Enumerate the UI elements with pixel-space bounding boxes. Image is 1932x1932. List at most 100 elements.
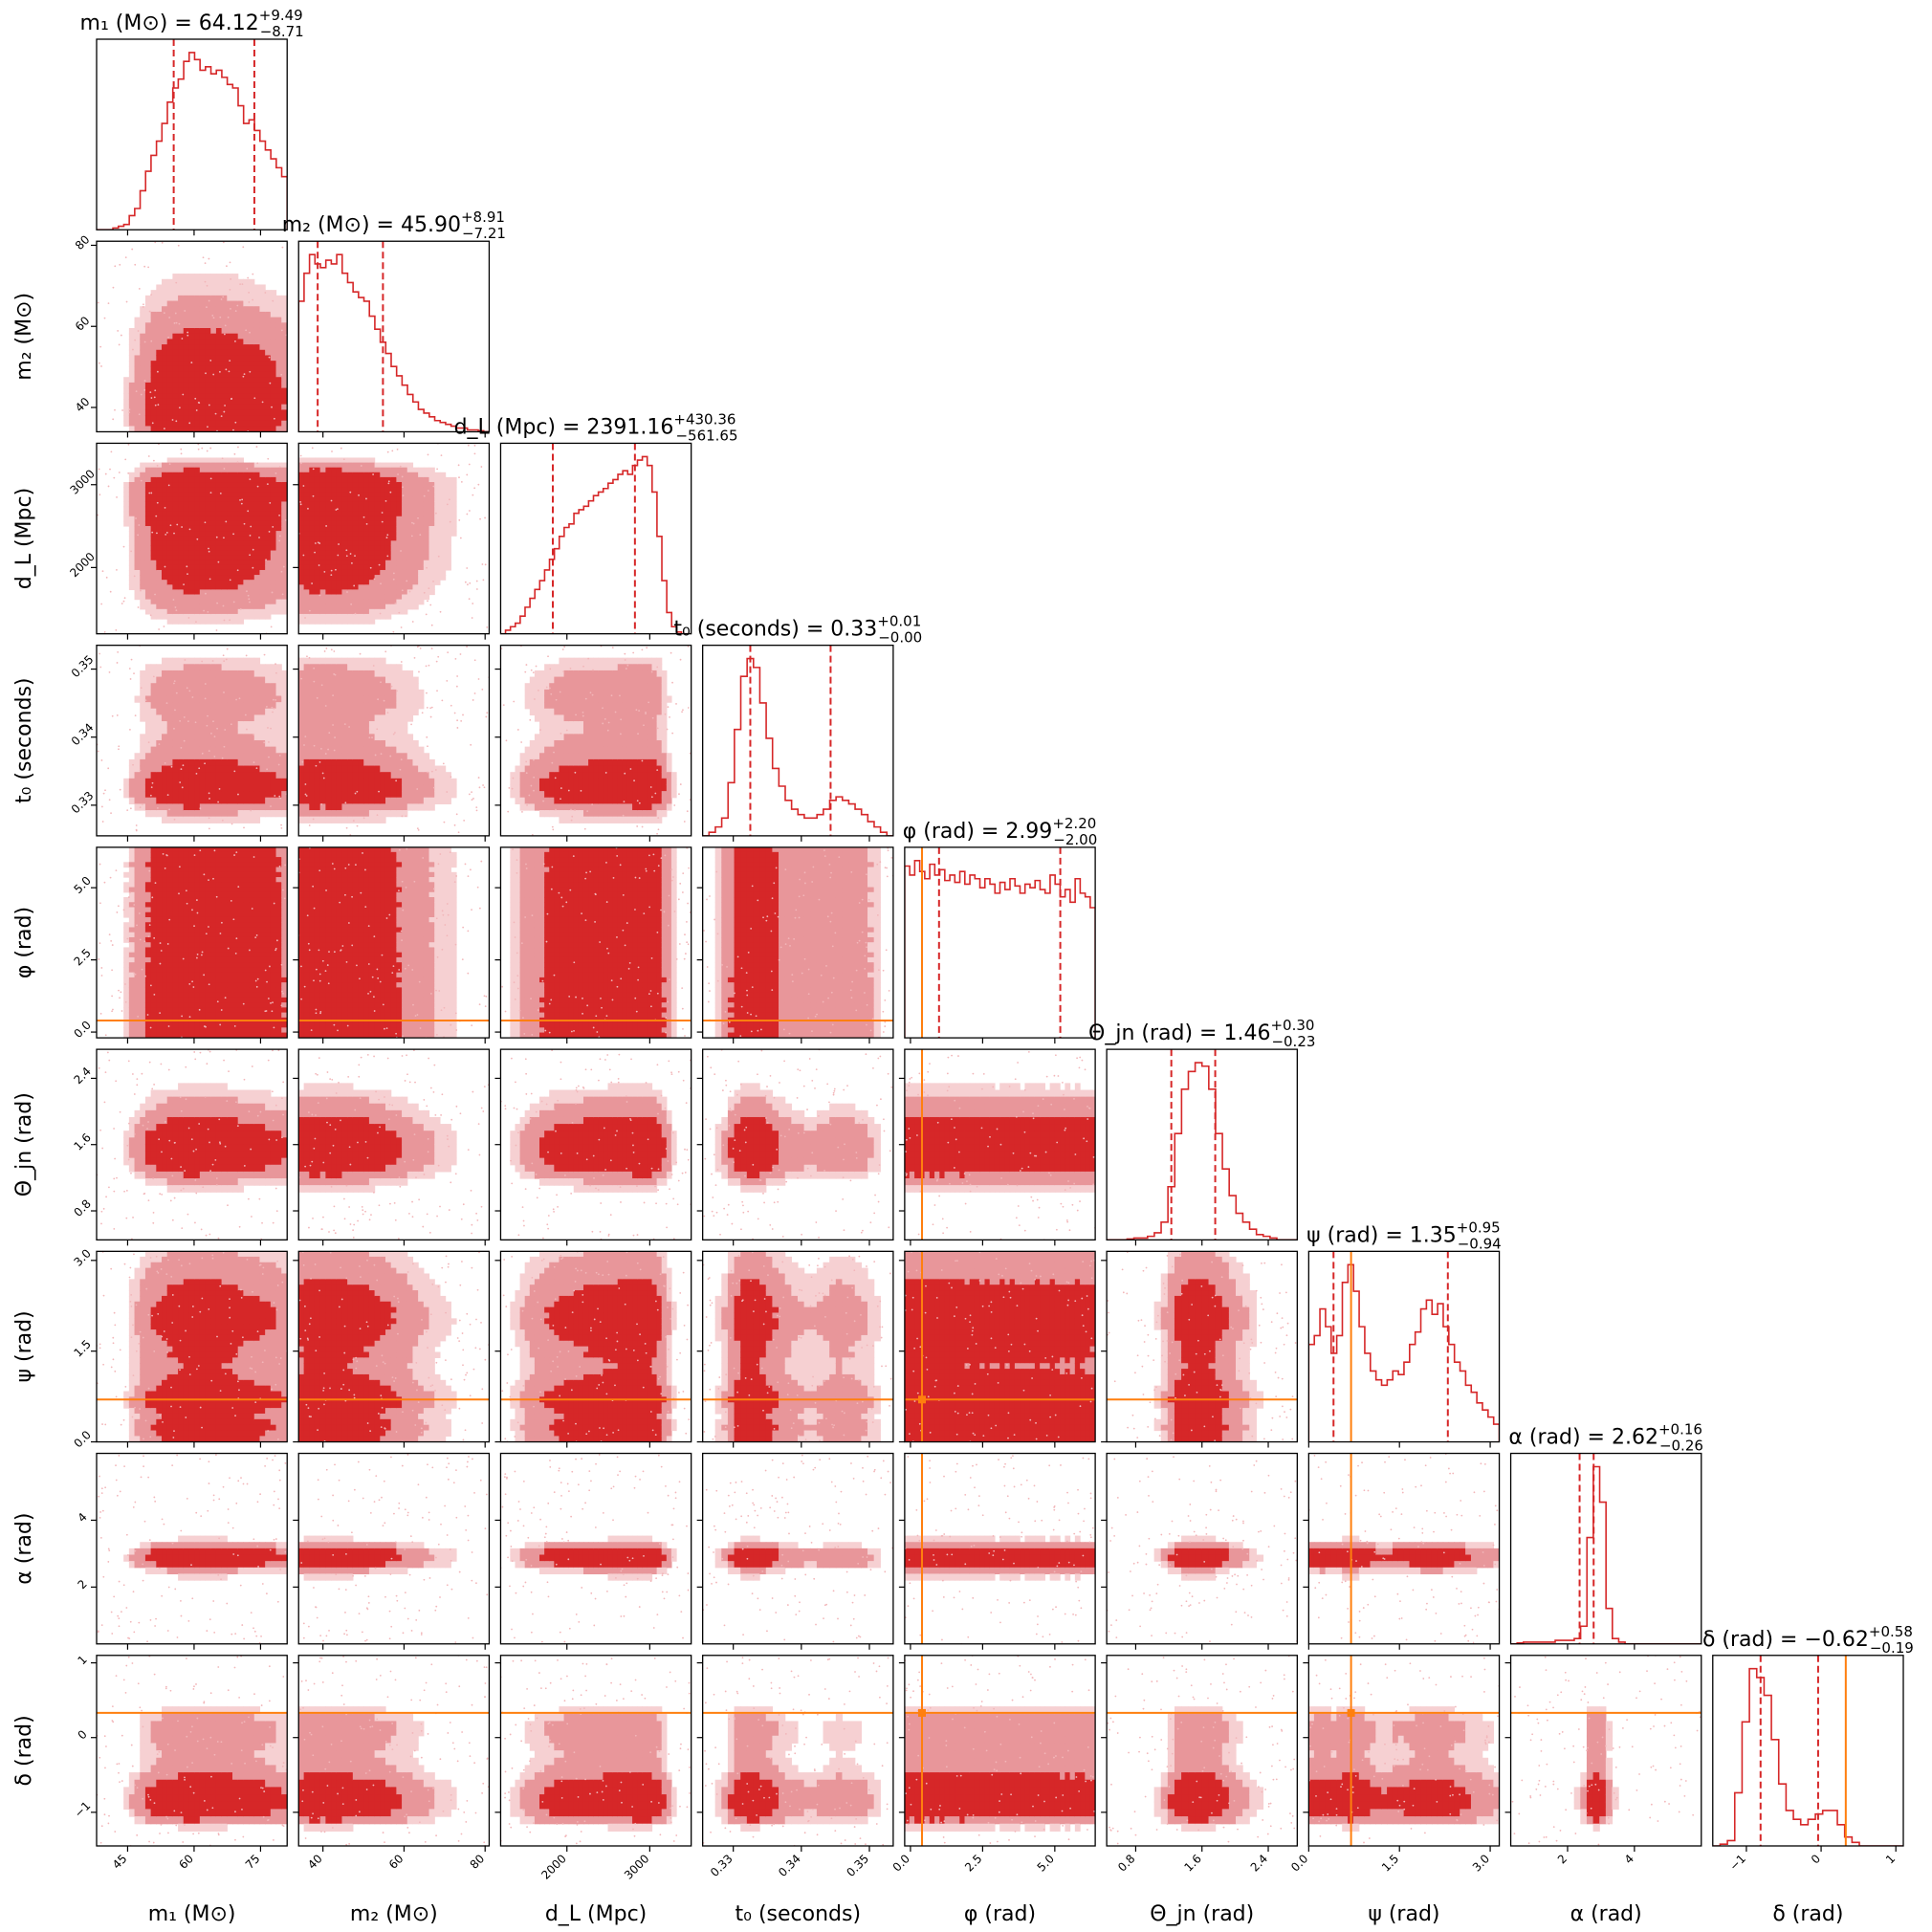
density-cell <box>249 349 255 357</box>
density-cell <box>172 420 179 428</box>
sample-point <box>221 457 224 460</box>
density-cell <box>259 758 266 767</box>
density-cell <box>418 555 425 561</box>
density-cell <box>210 734 217 741</box>
density-cell <box>259 584 266 590</box>
density-cell <box>524 758 531 767</box>
density-cell <box>544 689 550 697</box>
density-cell <box>150 721 157 729</box>
density-cell <box>319 540 326 547</box>
sample-point <box>278 466 281 469</box>
density-cell <box>221 689 228 697</box>
density-cell <box>534 791 540 799</box>
density-cell <box>341 689 348 697</box>
density-cell <box>134 695 141 703</box>
density-cell <box>314 536 321 541</box>
density-cell <box>188 426 195 432</box>
hist-line <box>500 455 692 634</box>
sample-point <box>129 678 132 680</box>
sample-point <box>180 768 183 771</box>
density-cell <box>363 482 370 488</box>
density-cell <box>412 496 419 503</box>
density-cell <box>358 580 364 585</box>
density-cell <box>396 670 403 678</box>
density-cell <box>140 525 146 532</box>
density-cell <box>314 550 321 557</box>
density-cell <box>529 708 536 716</box>
density-cell <box>374 580 381 585</box>
density-cell <box>265 327 272 335</box>
density-cell <box>578 664 584 671</box>
sample-point <box>233 452 236 455</box>
density-cell <box>281 772 288 779</box>
density-cell <box>134 482 141 488</box>
density-cell <box>221 387 228 394</box>
density-cell <box>434 784 441 792</box>
density-cell <box>253 784 261 792</box>
density-cell <box>445 778 451 786</box>
sample-point <box>176 523 179 526</box>
density-cell <box>341 545 348 552</box>
density-cell <box>232 613 239 620</box>
density-cell <box>281 322 288 329</box>
density-cell <box>199 695 207 703</box>
sample-point <box>107 302 110 305</box>
density-cell <box>166 327 173 335</box>
density-cell <box>134 758 141 767</box>
density-cell <box>140 753 146 760</box>
density-cell <box>515 772 521 779</box>
density-cell <box>573 670 580 678</box>
density-cell <box>298 492 305 497</box>
density-cell <box>534 758 540 767</box>
density-cell <box>194 594 201 601</box>
density-cell <box>183 467 190 473</box>
density-cell <box>390 664 397 671</box>
density-cell <box>183 816 190 823</box>
density-cell <box>384 746 392 754</box>
density-cell <box>199 506 207 513</box>
density-cell <box>188 657 195 665</box>
density-cell <box>188 482 195 488</box>
density-cell <box>275 409 282 416</box>
density-cell <box>172 714 179 722</box>
density-cell <box>544 803 550 811</box>
density-cell <box>162 387 168 394</box>
sample-point <box>228 370 231 373</box>
density-cell <box>253 339 261 345</box>
density-cell <box>183 664 190 671</box>
density-cell <box>128 575 136 581</box>
sample-point <box>416 827 419 830</box>
density-cell <box>128 492 136 497</box>
density-cell <box>319 569 326 576</box>
density-cell <box>331 540 338 547</box>
density-cell <box>232 349 239 357</box>
density-cell <box>128 339 136 345</box>
density-cell <box>325 689 332 697</box>
density-cell <box>298 608 305 615</box>
density-cell <box>205 371 211 378</box>
density-cell <box>559 772 565 779</box>
density-cell <box>450 791 457 799</box>
density-cell <box>331 467 338 473</box>
density-cell <box>232 393 239 400</box>
density-cell <box>374 472 381 478</box>
density-cell <box>232 409 239 416</box>
density-cell <box>205 721 211 729</box>
density-cell <box>434 476 441 483</box>
density-cell <box>544 739 550 748</box>
density-cell <box>380 467 386 473</box>
sample-point <box>381 512 384 514</box>
density-cell <box>166 300 173 307</box>
density-cell <box>205 778 211 786</box>
density-cell <box>172 333 179 340</box>
density-cell <box>281 721 288 729</box>
density-cell <box>237 810 244 818</box>
density-cell <box>178 695 185 703</box>
density-cell <box>402 689 408 697</box>
density-cell <box>178 306 185 313</box>
sample-point <box>138 413 141 416</box>
density-cell <box>188 689 195 697</box>
density-cell <box>275 721 282 729</box>
sample-point <box>208 257 210 260</box>
density-cell <box>363 803 370 811</box>
